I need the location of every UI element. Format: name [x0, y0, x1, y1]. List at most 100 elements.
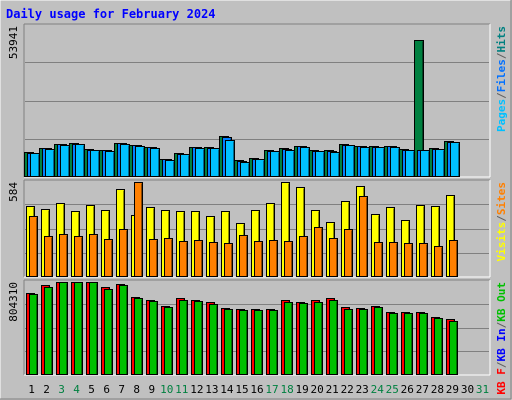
bar-pages-day-1	[30, 153, 40, 177]
x-tick-day-9: 9	[148, 383, 155, 396]
bar-kb-out-day-3	[59, 282, 68, 375]
x-tick-day-24: 24	[371, 383, 385, 396]
legend-entry: /	[495, 321, 508, 328]
x-tick-day-17: 17	[265, 383, 278, 396]
bar-pages-day-26	[405, 150, 415, 177]
bar-pages-day-5	[90, 150, 100, 177]
bar-pages-day-27	[420, 150, 430, 177]
bar-sites-day-20	[314, 227, 323, 277]
x-tick-day-10: 10	[160, 383, 173, 396]
x-tick-day-1: 1	[28, 383, 35, 396]
x-tick-day-19: 19	[295, 383, 308, 396]
bar-kb-out-day-18	[284, 302, 293, 375]
side-legend: KB F/KB In/KB Out	[495, 282, 508, 395]
bar-kb-out-day-15	[239, 310, 248, 375]
bar-sites-day-9	[149, 239, 158, 277]
bar-sites-day-1	[29, 216, 38, 277]
legend-entry: /	[495, 215, 508, 222]
bar-kb-out-day-12	[194, 301, 203, 375]
bar-pages-day-18	[285, 150, 295, 177]
bar-sites-day-19	[299, 236, 308, 277]
bar-pages-day-28	[435, 149, 445, 177]
x-tick-day-25: 25	[386, 383, 399, 396]
bar-sites-day-14	[224, 243, 233, 277]
bar-sites-day-28	[434, 246, 443, 277]
x-tick-day-21: 21	[326, 383, 339, 396]
bar-pages-day-10	[165, 160, 175, 177]
bar-kb-out-day-20	[314, 302, 323, 375]
bar-pages-day-8	[135, 146, 145, 177]
bar-sites-day-7	[119, 229, 128, 277]
bar-sites-day-3	[59, 234, 68, 277]
bar-pages-day-11	[180, 154, 190, 177]
bar-kb-out-day-6	[104, 289, 113, 375]
bar-kb-out-day-22	[344, 309, 353, 375]
bar-sites-day-18	[284, 241, 293, 277]
bar-kb-out-day-11	[179, 300, 188, 375]
x-tick-day-15: 15	[235, 383, 248, 396]
bar-sites-day-8	[134, 182, 143, 277]
bar-pages-day-16	[255, 159, 265, 177]
bar-kb-out-day-21	[329, 300, 338, 375]
legend-entry: Visits	[495, 222, 508, 262]
x-tick-day-14: 14	[220, 383, 234, 396]
bar-kb-out-day-2	[44, 287, 53, 375]
bar-kb-out-day-28	[434, 318, 443, 375]
bar-sites-day-12	[194, 240, 203, 277]
bar-kb-out-day-26	[404, 313, 413, 375]
x-tick-day-11: 11	[175, 383, 188, 396]
bar-kb-out-day-1	[29, 294, 38, 375]
panel-visits-sites: 584 Visits/Sites	[7, 179, 508, 278]
bar-pages-day-6	[105, 151, 115, 177]
bar-sites-day-10	[164, 238, 173, 277]
legend-entry: KB In	[495, 328, 508, 361]
bar-pages-day-25	[390, 147, 400, 177]
bar-pages-day-4	[75, 144, 85, 177]
x-tick-day-31: 31	[476, 383, 489, 396]
bar-kb-out-day-24	[374, 307, 383, 375]
bar-sites-day-13	[209, 242, 218, 277]
legend-entry: /	[495, 361, 508, 368]
bar-sites-day-11	[179, 241, 188, 277]
x-tick-day-22: 22	[341, 383, 354, 396]
bar-kb-out-day-23	[359, 309, 368, 375]
bar-kb-out-day-14	[224, 309, 233, 375]
bar-kb-out-day-19	[299, 303, 308, 375]
bar-pages-day-15	[240, 162, 250, 177]
bar-sites-day-26	[404, 243, 413, 277]
x-tick-day-6: 6	[103, 383, 110, 396]
side-legend: Visits/Sites	[495, 182, 508, 262]
bar-sites-day-25	[389, 242, 398, 277]
bar-sites-day-27	[419, 243, 428, 277]
x-tick-day-13: 13	[205, 383, 218, 396]
x-tick-day-29: 29	[446, 383, 459, 396]
side-legend: Pages/Files/Hits	[495, 26, 508, 132]
x-tick-day-7: 7	[118, 383, 125, 396]
bar-sites-day-29	[449, 240, 458, 277]
bar-pages-day-29	[450, 142, 460, 177]
bar-pages-day-13	[210, 148, 220, 177]
x-tick-day-4: 4	[73, 383, 80, 396]
legend-entry: KB F	[495, 368, 508, 395]
x-tick-day-27: 27	[416, 383, 429, 396]
bar-kb-out-day-5	[89, 282, 98, 375]
legend-entry: Sites	[495, 182, 508, 215]
bar-kb-out-day-8	[134, 298, 143, 375]
panel-kb-f-in-out: 804310 KB F/KB In/KB Out	[7, 279, 508, 395]
bar-kb-out-day-27	[419, 313, 428, 375]
bar-kb-out-day-4	[74, 282, 83, 375]
bar-kb-out-day-17	[269, 310, 278, 375]
x-tick-day-20: 20	[310, 383, 323, 396]
x-tick-day-28: 28	[431, 383, 444, 396]
bar-kb-out-day-25	[389, 313, 398, 375]
x-tick-day-26: 26	[401, 383, 414, 396]
legend-entry: /	[495, 52, 508, 59]
bar-kb-out-day-9	[149, 301, 158, 375]
bar-pages-day-24	[375, 147, 385, 177]
bar-kb-out-day-16	[254, 310, 263, 375]
x-tick-day-12: 12	[190, 383, 203, 396]
bar-pages-day-2	[45, 149, 55, 177]
y-max-label: 804310	[7, 282, 20, 322]
y-max-label: 584	[7, 182, 20, 202]
